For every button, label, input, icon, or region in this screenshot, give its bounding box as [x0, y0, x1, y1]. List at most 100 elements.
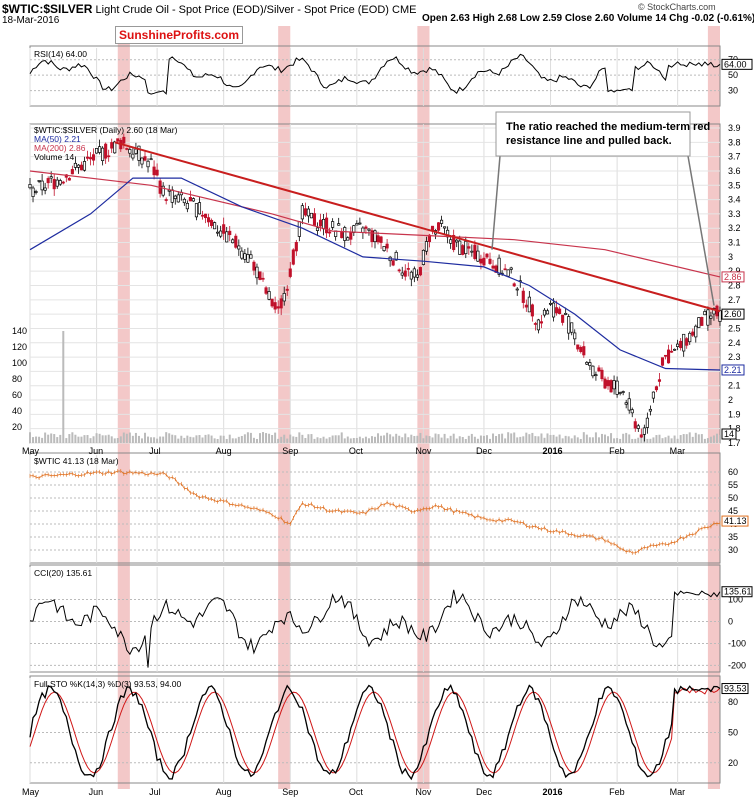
- candle-body: [700, 316, 704, 326]
- volume-bar: [413, 435, 416, 443]
- candle-body: [222, 224, 226, 234]
- main-last-box: [721, 271, 745, 283]
- candle-body: [300, 205, 304, 220]
- volume-bar: [389, 434, 392, 443]
- volume-bar: [35, 436, 38, 443]
- annotation-text: The ratio reached the medium-term red: [506, 121, 710, 133]
- candle-body: [225, 231, 229, 243]
- volume-bar: [561, 438, 564, 443]
- volume-bar: [489, 438, 491, 443]
- volume-bar: [522, 436, 525, 443]
- candle-body: [191, 198, 195, 202]
- volume-bar: [658, 434, 661, 443]
- candle-body: [382, 246, 386, 251]
- volume-bar: [86, 435, 89, 443]
- volume-bar: [528, 434, 531, 443]
- volume-bar: [443, 433, 446, 443]
- volume-bar: [434, 433, 437, 443]
- candle-body: [200, 214, 205, 217]
- candle-body: [228, 230, 232, 236]
- symbol: $WTIC:$SILVER: [2, 2, 93, 16]
- volume-bar: [177, 438, 180, 443]
- volume-tick-label: 100: [12, 358, 27, 368]
- candle-body: [503, 268, 507, 271]
- candle-body: [506, 269, 510, 277]
- volume-bar: [134, 432, 137, 443]
- candle-body: [440, 219, 444, 224]
- candle-body: [591, 365, 595, 377]
- exchange: CME: [392, 4, 417, 16]
- volume-bar: [682, 434, 685, 443]
- candle-body: [394, 251, 398, 261]
- x-axis-label: Oct: [349, 446, 364, 456]
- volume-bar: [216, 438, 219, 443]
- volume-bar: [479, 435, 482, 443]
- candle-body: [552, 302, 556, 318]
- sto-k-line: [29, 683, 721, 781]
- sto-last-box: [721, 683, 749, 695]
- volume-bar: [150, 437, 153, 443]
- volume-bar: [277, 438, 280, 443]
- candle-body: [322, 218, 326, 230]
- volume-bar: [225, 438, 228, 443]
- volume-last-box: [721, 428, 737, 440]
- candle-body: [155, 169, 159, 176]
- volume-bar: [458, 436, 461, 443]
- candle-body: [197, 202, 202, 215]
- volume-bar: [280, 436, 283, 443]
- volume-bar: [461, 437, 464, 443]
- candle-body: [309, 212, 313, 219]
- volume-bar: [68, 434, 71, 443]
- volume-bar: [531, 432, 534, 443]
- volume-bar: [107, 434, 110, 443]
- volume-bar: [401, 437, 404, 443]
- x-axis-label: Jun: [89, 446, 104, 456]
- candle-body: [79, 164, 83, 171]
- candle-body: [337, 223, 341, 226]
- volume-bar: [140, 438, 143, 443]
- candle-body: [582, 346, 586, 356]
- candle-body: [67, 177, 71, 181]
- volume-bar: [195, 435, 198, 443]
- candle-body: [461, 245, 465, 255]
- candle-body: [43, 187, 47, 191]
- candle-body: [240, 250, 244, 259]
- candle-body: [473, 244, 477, 259]
- volume-bar: [41, 437, 44, 443]
- volume-bar: [128, 432, 131, 443]
- candle-body: [412, 268, 416, 278]
- annotation-pointer: [687, 155, 715, 306]
- x-axis-label: Jul: [149, 446, 161, 456]
- wtic-line: [29, 470, 721, 554]
- candle-body: [61, 181, 65, 184]
- volume-bar: [552, 434, 555, 443]
- volume-bar: [425, 435, 428, 443]
- candle-body: [161, 185, 165, 196]
- main-tick-label: 2.7: [728, 295, 741, 305]
- candle-body: [567, 316, 571, 334]
- volume-bar: [77, 436, 80, 443]
- wtic-tick-label: 45: [728, 506, 738, 516]
- volume-bar: [80, 436, 83, 443]
- main-tick-label: 2.3: [728, 352, 741, 362]
- volume-bar: [516, 437, 519, 443]
- candle-body: [515, 288, 519, 291]
- volume-bar: [625, 432, 628, 443]
- candle-body: [497, 257, 501, 275]
- volume-bar: [700, 434, 703, 443]
- volume-bar: [286, 438, 289, 443]
- candle-body: [676, 343, 680, 347]
- volume-bar: [507, 432, 510, 443]
- main-legend: Volume 14: [34, 152, 74, 162]
- candle-body: [639, 434, 643, 438]
- volume-bar: [440, 437, 443, 443]
- candle-body: [673, 348, 677, 351]
- candle-body: [470, 250, 474, 253]
- volume-bar: [343, 438, 346, 443]
- volume-bar: [50, 433, 53, 443]
- volume-bar: [289, 434, 292, 443]
- candle-body: [367, 228, 371, 231]
- cci-tick-label: 100: [728, 595, 743, 605]
- x-axis-label: Jul: [149, 787, 161, 797]
- candle-body: [421, 249, 425, 265]
